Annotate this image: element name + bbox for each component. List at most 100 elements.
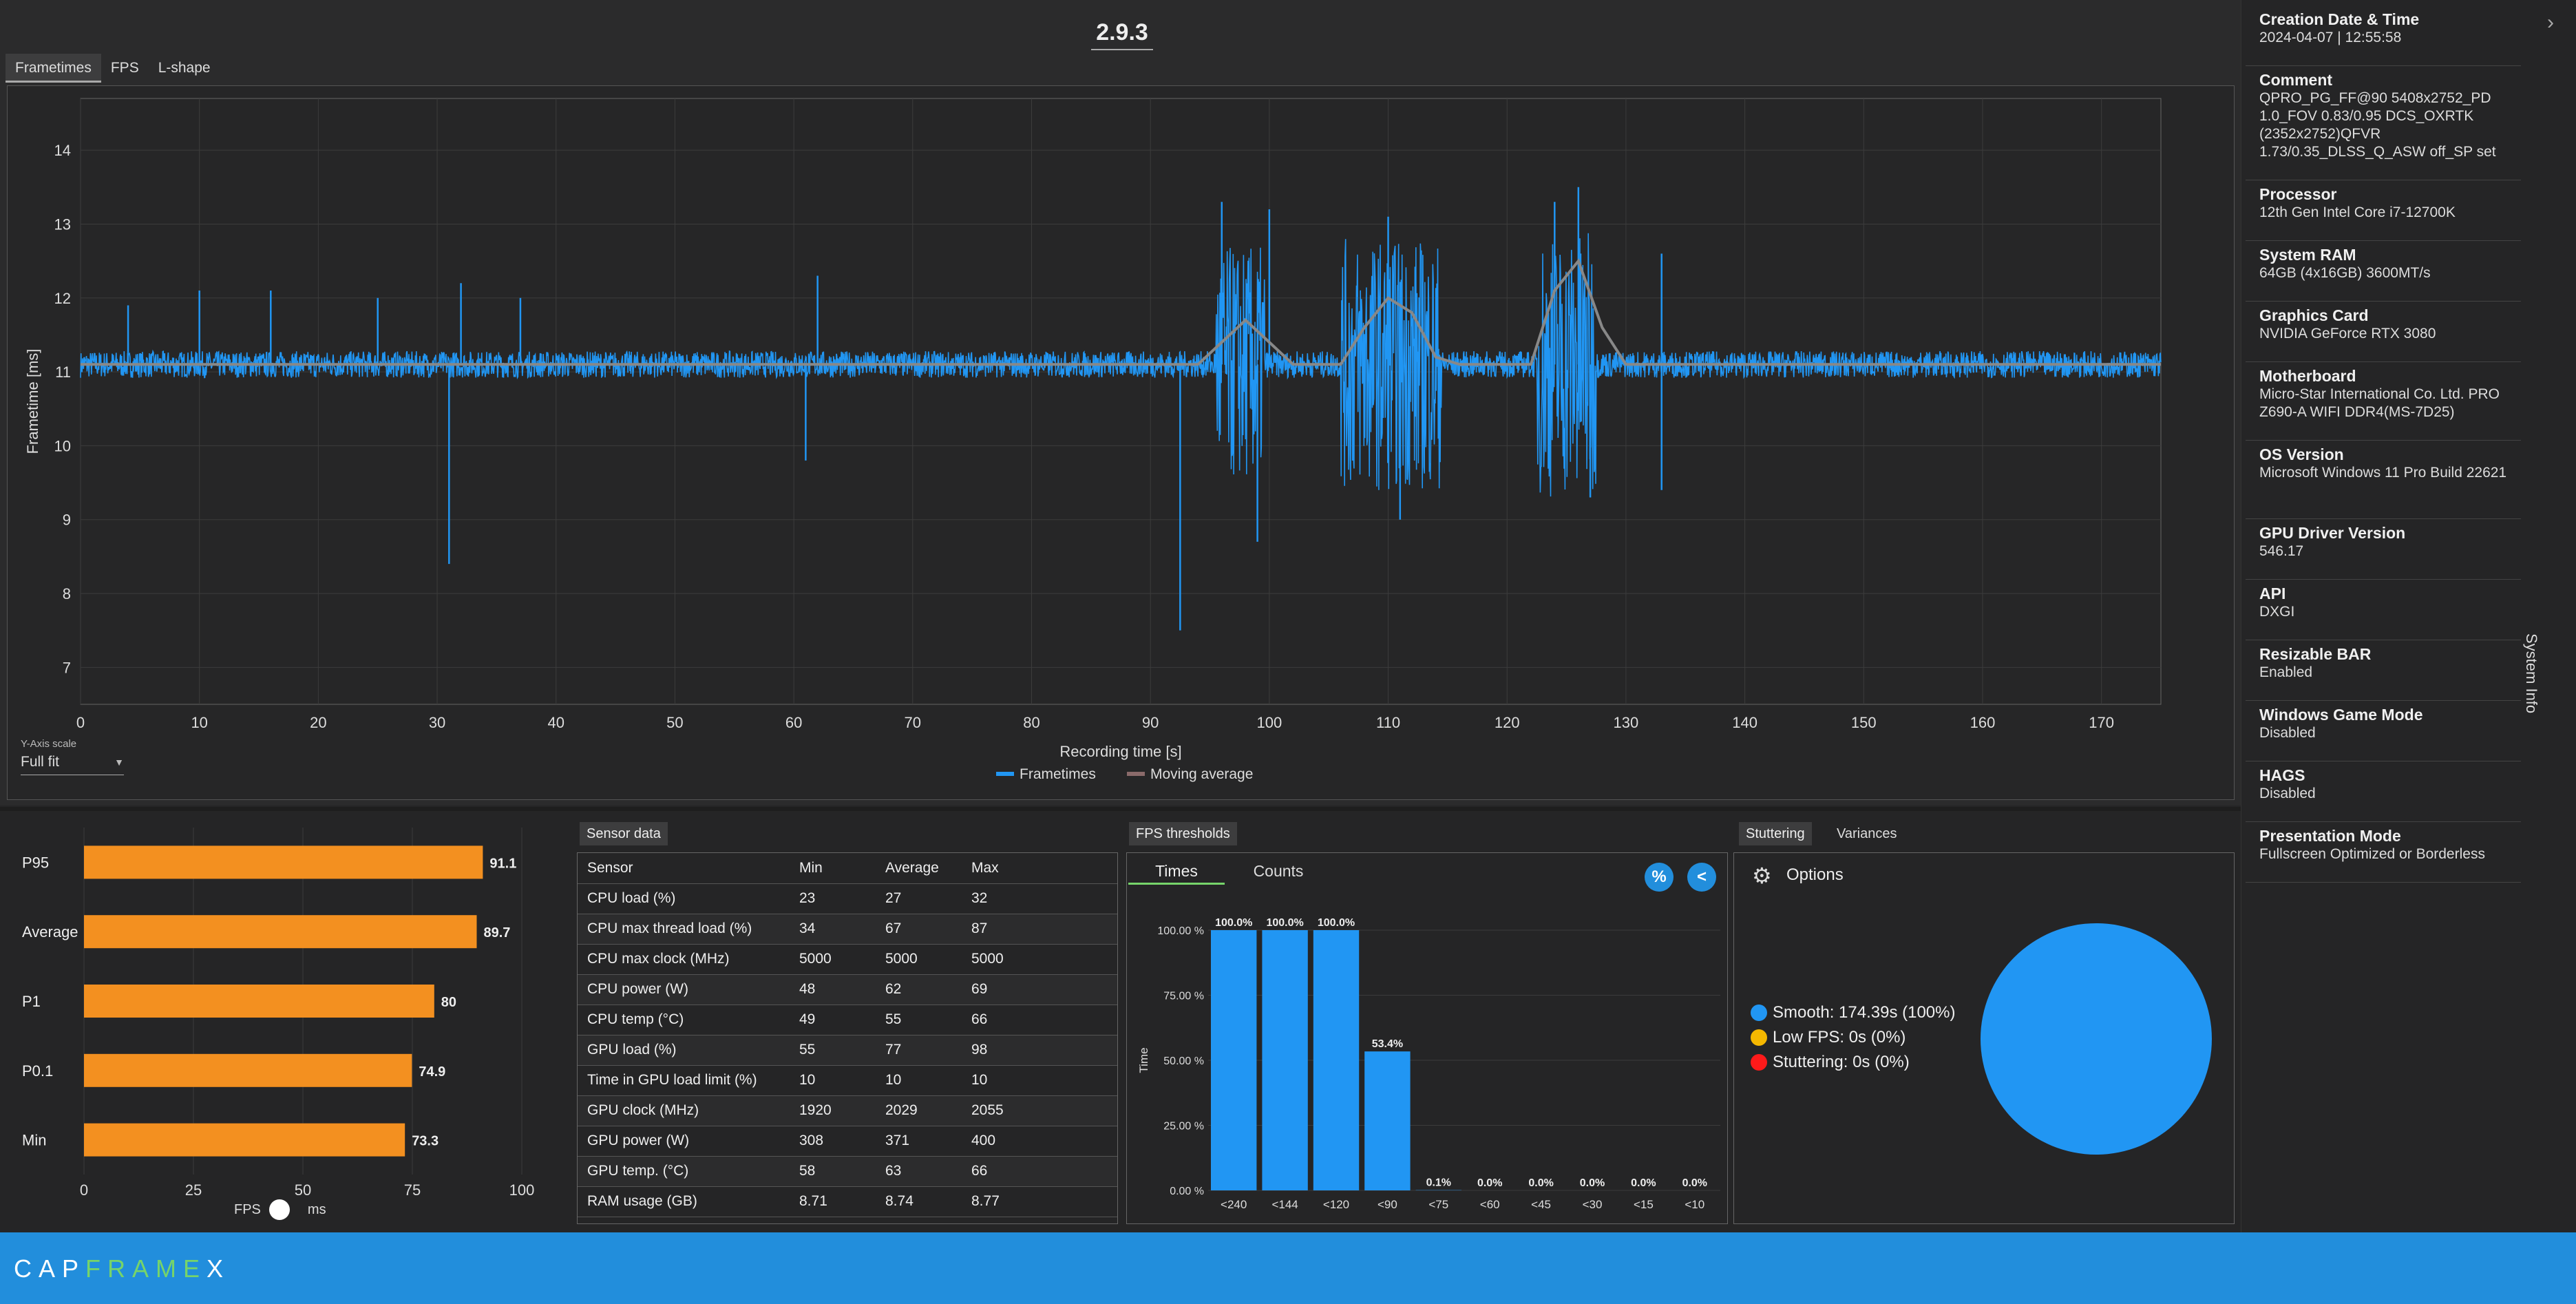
- sensor-cell: 77: [876, 1035, 962, 1066]
- frametime-chart: 0 10 20 30 40 50 60 70 80 90 100 110 120 130 140 150 160…: [7, 85, 2235, 800]
- system-info-item: API DXGI: [2246, 584, 2521, 640]
- sensor-cell: 5000: [876, 944, 962, 975]
- x-tick-label: 130: [1614, 714, 1639, 731]
- x-tick-label: 50: [666, 714, 683, 731]
- system-info-item: Creation Date & Time 2024-04-07 | 12:55:5…: [2246, 10, 2521, 66]
- y-tick-label: 9: [63, 512, 71, 529]
- sensor-row[interactable]: CPU load (%) 23 27 32: [578, 883, 1117, 914]
- tab-frametimes[interactable]: Frametimes: [6, 54, 101, 83]
- sensor-cell: 87: [962, 914, 1117, 945]
- sensor-cell: CPU power (W): [578, 974, 790, 1005]
- sensor-row[interactable]: CPU power (W) 48 62 69: [578, 974, 1117, 1005]
- sensor-cell: CPU max thread load (%): [578, 914, 790, 945]
- system-info-key: Graphics Card: [2259, 306, 2369, 324]
- fps-category-label: <90: [1377, 1198, 1397, 1211]
- system-info-key: API: [2259, 585, 2286, 602]
- tab-stuttering[interactable]: Stuttering: [1739, 822, 1812, 845]
- system-info-item: GPU Driver Version 546.17: [2246, 523, 2521, 580]
- y-axis-label: Frametime [ms]: [24, 349, 41, 454]
- system-info-item: Processor 12th Gen Intel Core i7-12700K: [2246, 185, 2521, 241]
- col-sensor[interactable]: Sensor: [578, 853, 790, 884]
- sensor-cell: 2029: [876, 1095, 962, 1126]
- tab-variances[interactable]: Variances: [1837, 826, 1897, 841]
- col-min[interactable]: Min: [790, 853, 876, 884]
- version-title: 2.9.3: [1091, 19, 1153, 50]
- x-tick-label: 110: [1376, 714, 1400, 731]
- system-info-key: HAGS: [2259, 766, 2305, 784]
- options-label[interactable]: Options: [1786, 865, 1844, 884]
- system-info-value: NVIDIA GeForce RTX 3080: [2259, 326, 2436, 341]
- fps-category-label: <10: [1685, 1198, 1704, 1211]
- fps-bar-label: 0.0%: [1682, 1177, 1707, 1189]
- fps-y-tick-label: 100.00 %: [1157, 925, 1204, 937]
- system-info-item: Comment QPRO_PG_FF@90 5408x2752_PD 1.0_FO…: [2246, 70, 2521, 180]
- fps-bar-chart: 0 25 50 75 100 P95 91.1 Average 89.7 P1 80 P0.1 74.9…: [22, 828, 534, 1199]
- legend-low-fps-label: Low FPS: 0s (0%): [1773, 1028, 1906, 1047]
- legend-moving-average-label: Moving average: [1150, 766, 1253, 782]
- sensor-row[interactable]: GPU power (W) 308 371 400: [578, 1126, 1117, 1157]
- chevron-down-icon: ▼: [114, 757, 124, 768]
- fps-category-label: <75: [1428, 1198, 1448, 1211]
- fps-ms-toggle[interactable]: FPS ms: [234, 1199, 326, 1220]
- sensor-cell: 66: [962, 1005, 1117, 1035]
- fps-y-tick-label: 75.00 %: [1163, 991, 1204, 1002]
- subtab-counts[interactable]: Counts: [1253, 862, 1304, 880]
- hbar-category-label: P1: [22, 993, 41, 1010]
- system-info-vertical-tab[interactable]: System Info: [2523, 633, 2540, 714]
- sensor-cell: 34: [790, 914, 876, 945]
- sensor-row[interactable]: CPU max clock (MHz) 5000 5000 5000: [578, 944, 1117, 975]
- hbar-bar: [84, 1053, 412, 1087]
- tab-fps-thresholds[interactable]: FPS thresholds: [1129, 822, 1237, 845]
- tab-l-shape[interactable]: L-shape: [158, 60, 211, 76]
- fps-category-label: <45: [1531, 1198, 1551, 1211]
- hbar-value-label: 74.9: [419, 1064, 445, 1080]
- hbar-category-label: P95: [22, 854, 49, 871]
- system-info-value: DXGI: [2259, 604, 2295, 620]
- panel-divider[interactable]: [0, 807, 2241, 811]
- x-tick-label: 140: [1732, 714, 1757, 731]
- sensor-cell: 67: [876, 914, 962, 945]
- fps-bar-label: 0.1%: [1426, 1177, 1451, 1189]
- fps-y-axis-label: Time: [1137, 1047, 1150, 1073]
- fps-bar-label: 100.0%: [1266, 917, 1303, 929]
- sensor-cell: 98: [962, 1035, 1117, 1066]
- y-axis-scale-control[interactable]: Y-Axis scale Full fit ▼: [21, 738, 124, 775]
- percent-toggle-button[interactable]: %: [1645, 863, 1674, 892]
- y-axis-scale-select[interactable]: Full fit ▼: [21, 750, 124, 775]
- col-max[interactable]: Max: [962, 853, 1117, 884]
- sensor-row[interactable]: GPU temp. (°C) 58 63 66: [578, 1156, 1117, 1187]
- gear-icon[interactable]: ⚙: [1752, 863, 1772, 888]
- system-info-key: Windows Game Mode: [2259, 706, 2423, 724]
- sensor-row[interactable]: CPU max thread load (%) 34 67 87: [578, 914, 1117, 945]
- toggle-knob[interactable]: [268, 1199, 290, 1220]
- system-info-value: 2024-04-07 | 12:55:58: [2259, 30, 2402, 45]
- x-tick-label: 90: [1142, 714, 1159, 731]
- sensor-row[interactable]: GPU load (%) 55 77 98: [578, 1035, 1117, 1066]
- logo-x: X: [207, 1254, 231, 1283]
- x-tick-label: 60: [785, 714, 802, 731]
- share-icon[interactable]: <: [1687, 863, 1716, 892]
- stuttering-pie: [1981, 923, 2212, 1155]
- y-tick-label: 11: [55, 364, 71, 381]
- sensor-row[interactable]: GPU clock (MHz) 1920 2029 2055: [578, 1095, 1117, 1126]
- system-info-key: OS Version: [2259, 445, 2344, 463]
- sensor-row[interactable]: Time in GPU load limit (%) 10 10 10: [578, 1065, 1117, 1096]
- legend-frametimes-swatch: [996, 772, 1014, 776]
- col-average[interactable]: Average: [876, 853, 962, 884]
- x-tick-label: 20: [310, 714, 326, 731]
- hbar-x-tick-label: 25: [185, 1181, 202, 1197]
- sensor-cell: 10: [876, 1065, 962, 1096]
- chevron-right-icon[interactable]: ›: [2547, 11, 2554, 34]
- hbar-category-label: Min: [22, 1132, 46, 1149]
- sensor-row[interactable]: RAM usage (GB) 8.71 8.74 8.77: [578, 1186, 1117, 1217]
- system-info-item: Motherboard Micro-Star International Co. …: [2246, 366, 2521, 441]
- hbar-x-tick-label: 75: [404, 1181, 421, 1197]
- system-info-item: HAGS Disabled: [2246, 766, 2521, 822]
- sensor-row[interactable]: CPU temp (°C) 49 55 66: [578, 1005, 1117, 1035]
- y-tick-label: 10: [54, 437, 71, 454]
- subtab-times[interactable]: Times: [1128, 857, 1225, 885]
- tab-sensor-data[interactable]: Sensor data: [580, 822, 668, 845]
- tab-fps[interactable]: FPS: [110, 60, 139, 76]
- sensor-cell: GPU load (%): [578, 1035, 790, 1066]
- sensor-cell: 32: [962, 883, 1117, 914]
